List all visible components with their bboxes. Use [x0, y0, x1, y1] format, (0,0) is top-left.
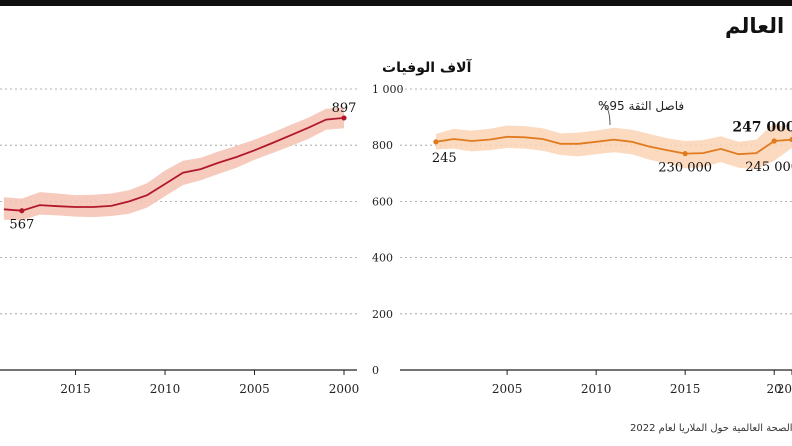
source-note: منظمة الصحة العالمية حول الملاريا لعام 2… [630, 423, 792, 434]
ci-annotation: فاصل الثقة 95% [598, 99, 684, 113]
data-label: 247 000 [732, 120, 792, 136]
x-tick-label: 2015 [60, 382, 91, 396]
y-tick-label: 200 [372, 308, 393, 321]
y-tick-label: 600 [372, 195, 393, 208]
x-tick-label: 20 [767, 382, 782, 396]
confidence-band-1 [435, 122, 792, 170]
data-label: 245 [432, 151, 457, 166]
data-label: 897 [332, 101, 357, 116]
series-line-1 [435, 135, 792, 156]
series-line-0 [3, 117, 345, 212]
y-tick-label: 800 [372, 139, 393, 152]
data-point [789, 136, 792, 143]
data-label: 245 000 [745, 160, 792, 175]
panel-title-0: آلاف الوفيات [382, 58, 473, 76]
data-point [341, 115, 347, 121]
x-tick-label: 2010 [581, 382, 612, 396]
top-bar [0, 0, 792, 6]
x-tick-label: 2005 [492, 382, 523, 396]
data-label: 567 [9, 218, 34, 233]
data-point [682, 151, 688, 157]
data-point [19, 208, 25, 214]
y-tick-label: 1 000 [372, 83, 404, 96]
x-tick-label: 2000 [329, 382, 360, 396]
chart-title: في العالم [725, 14, 792, 38]
data-point [433, 139, 439, 145]
data-label: 230 000 [658, 161, 712, 176]
confidence-band-0 [3, 107, 345, 221]
data-point [771, 138, 777, 144]
x-tick-label: 2010 [150, 382, 181, 396]
y-tick-label: 400 [372, 252, 393, 265]
x-tick-label: 2021 [777, 382, 792, 396]
x-tick-label: 2015 [670, 382, 701, 396]
x-tick-label: 2005 [239, 382, 270, 396]
y-tick-label: 0 [372, 364, 379, 377]
annotation-leader [601, 103, 611, 126]
